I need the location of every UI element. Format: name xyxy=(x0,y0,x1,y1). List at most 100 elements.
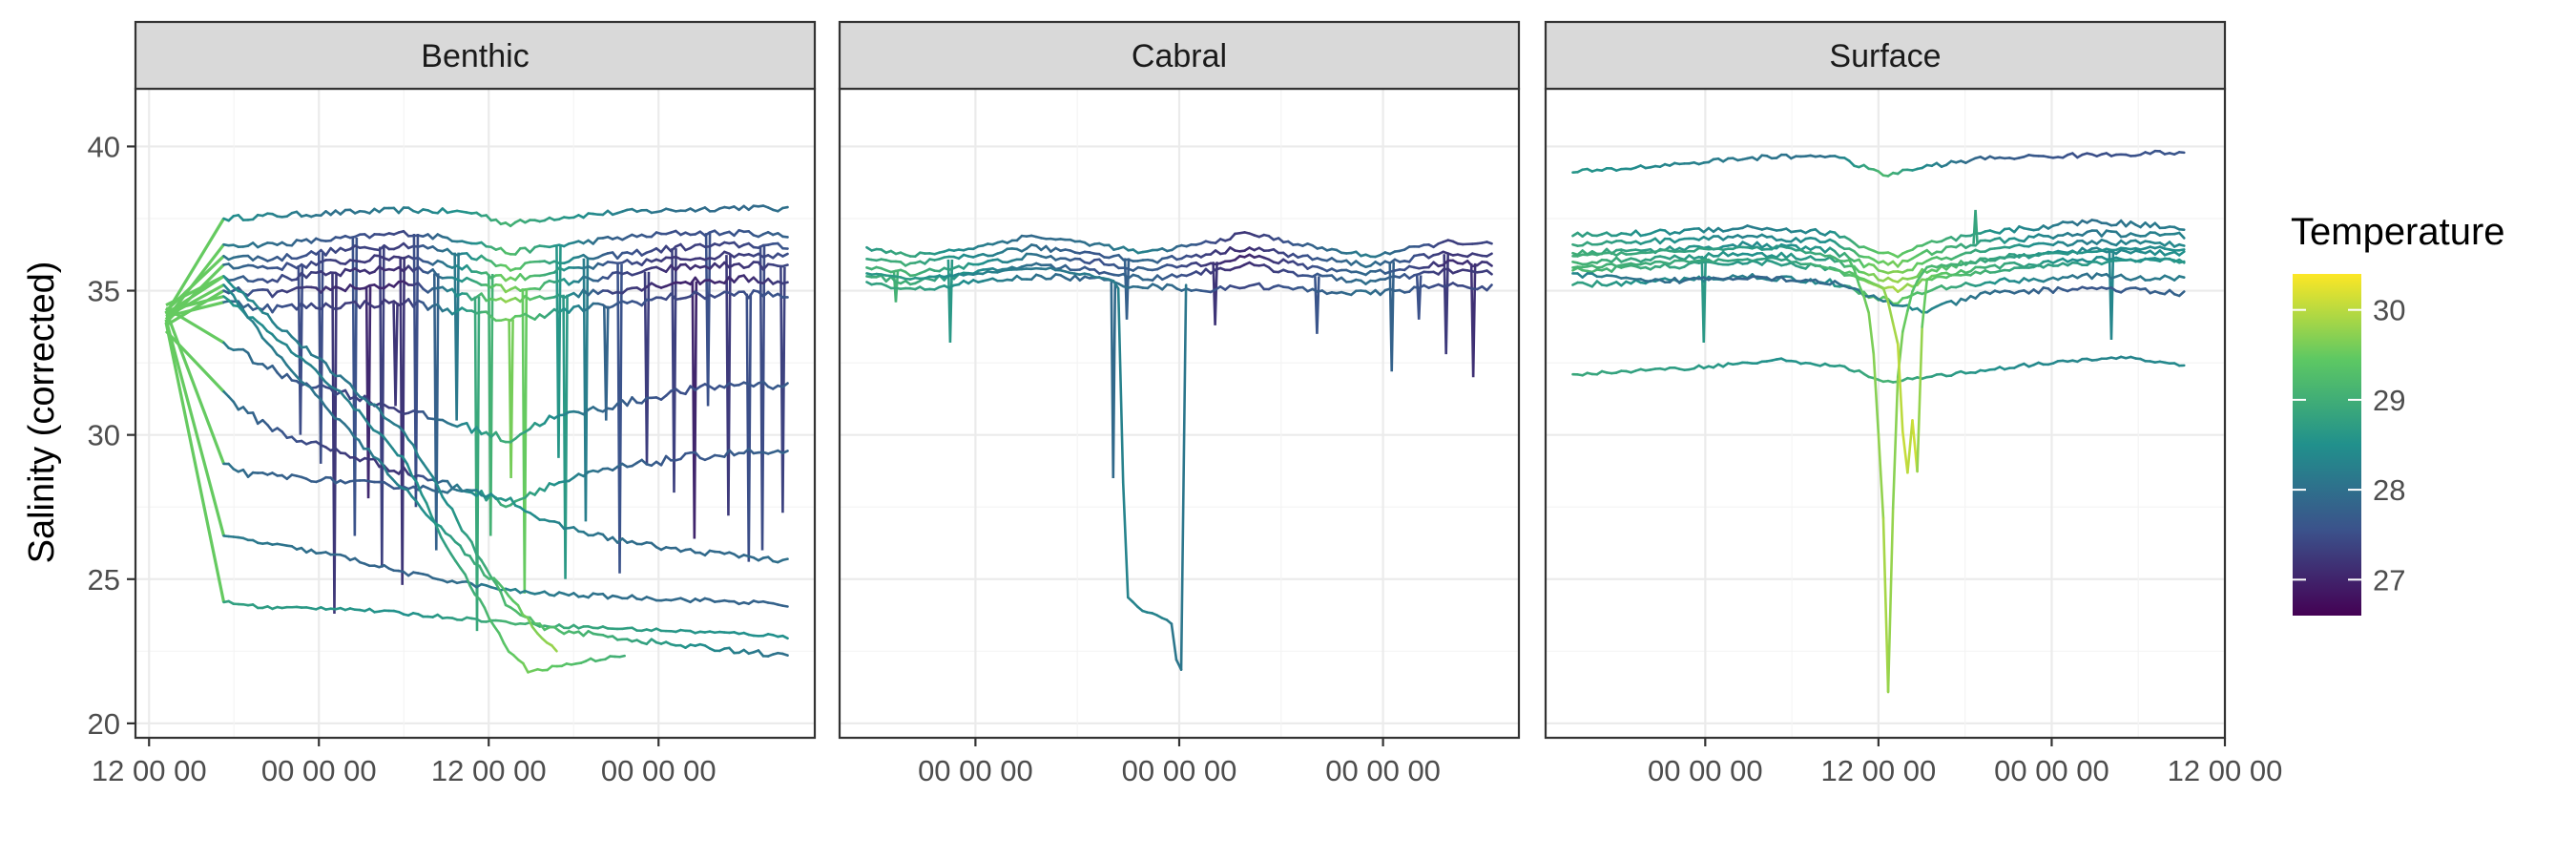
series-spike xyxy=(412,234,420,508)
facet-panel-benthic: Benthic 12 00 00 00 00 00 12 00 00 00 00 00 xyxy=(92,20,817,787)
series-line xyxy=(165,275,789,658)
legend-title: Temperature xyxy=(2291,211,2505,253)
series-start-segment xyxy=(165,283,225,319)
series-spike xyxy=(2108,250,2115,340)
x-tick-label: 12 00 00 xyxy=(92,754,207,787)
series-spike xyxy=(725,255,732,516)
x-tick-label: 12 00 00 xyxy=(431,754,547,787)
series-spike xyxy=(1469,262,1477,378)
series-spike xyxy=(508,319,514,479)
series-line xyxy=(1571,209,2186,268)
series-spike xyxy=(521,288,529,594)
facet-panel-cabral: Cabral 00 00 00 00 00 00 00 00 00 xyxy=(838,20,1521,787)
series-line xyxy=(865,252,1493,378)
temperature-legend: Temperature 27 28 29 30 xyxy=(2291,211,2505,616)
series-spike xyxy=(364,286,372,499)
series-spike xyxy=(671,248,677,493)
series-spike xyxy=(379,246,385,568)
series-line xyxy=(164,322,789,640)
x-tick-label: 00 00 00 xyxy=(1994,754,2109,787)
series-spike xyxy=(582,258,590,522)
y-tick-label: 35 xyxy=(88,275,120,308)
series-spike xyxy=(1415,275,1423,320)
series-line xyxy=(165,274,789,632)
series-spike xyxy=(616,263,623,574)
series-spike xyxy=(1700,256,1708,343)
series-spike xyxy=(1314,276,1320,334)
series-spike xyxy=(351,237,359,536)
series-line xyxy=(164,204,789,315)
series-line xyxy=(1571,272,2186,305)
series-line xyxy=(165,283,558,653)
series-spike xyxy=(555,245,562,458)
series-group xyxy=(865,231,1493,671)
legend-tick-label: 27 xyxy=(2373,563,2405,597)
series-line xyxy=(1571,246,2186,343)
facet-panel-surface: Surface 00 00 00 12 00 00 00 00 00 12 00 00 xyxy=(1544,20,2283,787)
facet-strip xyxy=(134,20,817,91)
series-line xyxy=(164,250,789,585)
y-tick-label: 25 xyxy=(88,563,120,597)
x-tick-label: 00 00 00 xyxy=(918,754,1033,787)
series-spike xyxy=(432,273,440,551)
series-spike xyxy=(1388,262,1396,372)
x-tick-label: 00 00 00 xyxy=(1648,754,1763,787)
series-start-segment xyxy=(165,295,224,313)
series-spike xyxy=(704,233,712,407)
series-spike xyxy=(779,266,786,513)
series-spike xyxy=(473,296,481,632)
x-tick-label: 00 00 00 xyxy=(261,754,377,787)
y-tick-label: 40 xyxy=(88,130,120,163)
y-tick-label: 20 xyxy=(88,707,120,741)
series-spike xyxy=(691,281,698,539)
series-spike xyxy=(1443,254,1449,355)
series-line xyxy=(1571,149,2186,178)
series-line xyxy=(164,228,789,536)
series-line xyxy=(1571,256,2186,474)
x-tick-label: 00 00 00 xyxy=(601,754,717,787)
series-group xyxy=(1571,149,2186,694)
series-line xyxy=(865,231,1493,259)
series-line xyxy=(164,329,789,509)
x-tick-label: 12 00 00 xyxy=(2168,754,2283,787)
series-line xyxy=(165,295,626,674)
series-start-segment xyxy=(164,329,225,393)
series-spike xyxy=(562,294,569,579)
series-spike xyxy=(1212,262,1218,325)
series-spike xyxy=(602,305,610,421)
series-line xyxy=(1571,219,2186,259)
series-line xyxy=(865,261,1493,334)
facet-strip xyxy=(838,20,1521,91)
series-line xyxy=(865,266,1188,671)
series-spike xyxy=(453,252,460,421)
series-start-segment xyxy=(164,310,226,465)
series-spike xyxy=(317,252,324,464)
x-tick-label: 00 00 00 xyxy=(1122,754,1237,787)
facet-strip-label: Cabral xyxy=(1132,38,1227,74)
series-start-segment xyxy=(164,218,225,315)
series-start-segment xyxy=(165,306,225,345)
series-line xyxy=(1571,272,2186,314)
legend-tick-label: 30 xyxy=(2373,294,2405,327)
series-spike xyxy=(758,245,766,551)
x-tick-label: 00 00 00 xyxy=(1325,754,1441,787)
series-line xyxy=(164,241,789,568)
facet-strip-label: Benthic xyxy=(421,38,529,74)
series-start-segment xyxy=(164,322,226,603)
series-spike xyxy=(1110,282,1117,479)
series-line xyxy=(865,243,1493,372)
panel-background xyxy=(1546,89,2225,738)
facet-strip-label: Surface xyxy=(1829,38,1941,74)
series-group xyxy=(164,204,789,674)
legend-colorbar xyxy=(2293,274,2361,616)
series-spike xyxy=(487,274,494,536)
y-tick-label: 30 xyxy=(88,419,120,452)
series-spike xyxy=(297,264,304,435)
series-start-segment xyxy=(164,319,226,536)
legend-tick-label: 29 xyxy=(2373,384,2405,417)
x-tick-label: 12 00 00 xyxy=(1821,754,1937,787)
series-spike xyxy=(392,303,399,407)
series-line xyxy=(865,273,1493,479)
